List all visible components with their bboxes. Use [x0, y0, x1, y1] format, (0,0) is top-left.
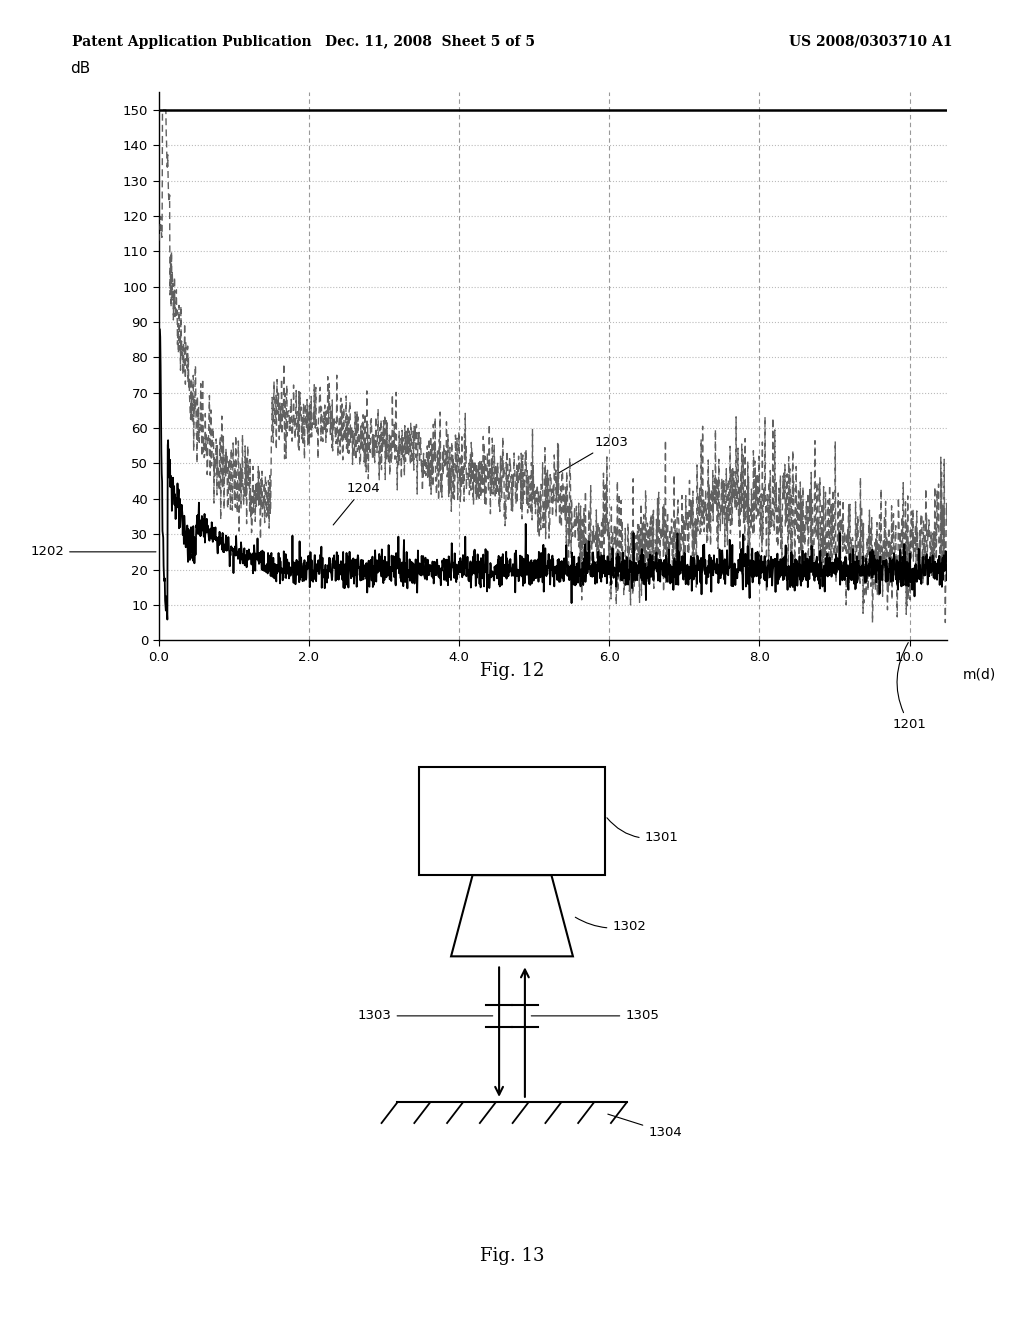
Text: Patent Application Publication: Patent Application Publication — [72, 34, 311, 49]
Text: 1305: 1305 — [531, 1010, 659, 1023]
Text: Fig. 12: Fig. 12 — [480, 661, 544, 680]
Text: 1304: 1304 — [608, 1114, 682, 1139]
Text: 1303: 1303 — [357, 1010, 493, 1023]
Text: 1301: 1301 — [607, 818, 679, 843]
Text: m(d): m(d) — [963, 668, 996, 681]
Polygon shape — [451, 875, 572, 956]
Bar — [419, 767, 605, 875]
Text: US 2008/0303710 A1: US 2008/0303710 A1 — [788, 34, 952, 49]
Text: 1202: 1202 — [31, 545, 156, 558]
Text: dB: dB — [70, 61, 90, 77]
Text: Dec. 11, 2008  Sheet 5 of 5: Dec. 11, 2008 Sheet 5 of 5 — [325, 34, 536, 49]
Text: Fig. 13: Fig. 13 — [480, 1246, 544, 1265]
Text: 1204: 1204 — [333, 482, 380, 525]
Text: 1302: 1302 — [575, 917, 646, 933]
Text: 1201: 1201 — [893, 643, 927, 731]
Text: 1203: 1203 — [559, 436, 628, 473]
